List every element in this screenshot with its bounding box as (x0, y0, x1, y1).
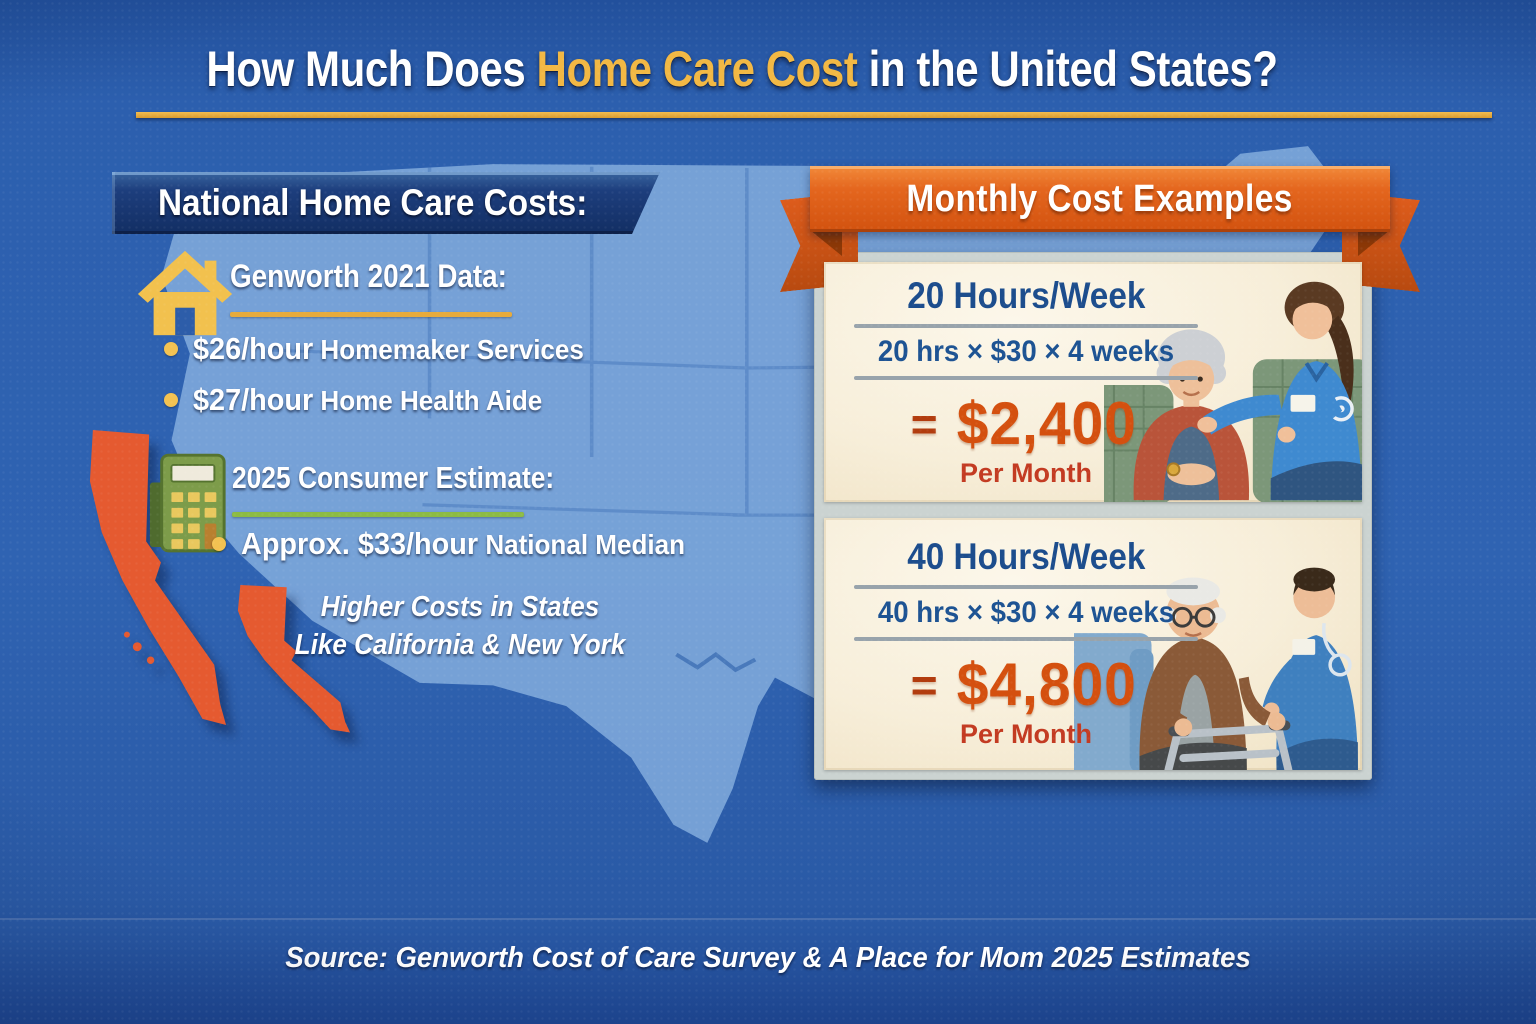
monthly-cost-ribbon: Monthly Cost Examples (780, 166, 1420, 306)
higher-costs-note: Higher Costs in States Like California &… (262, 588, 658, 665)
national-costs-banner: National Home Care Costs: (112, 172, 660, 234)
per-month-label: Per Month (960, 719, 1092, 749)
house-icon (137, 250, 233, 336)
california-shape-small (237, 585, 351, 733)
cost-card-20-hours: 20 Hours/Week 20 hrs × $30 × 4 weeks = $… (824, 262, 1362, 502)
rate-label: National Median (478, 529, 685, 560)
list-item: Approx. $33/hour National Median (212, 526, 718, 562)
equals-sign: = (910, 397, 938, 450)
bullet-text: $27/hour Home Health Aide (193, 382, 542, 418)
divider (854, 376, 1198, 380)
card-formula: 20 hrs × $30 × 4 weeks (877, 335, 1175, 368)
divider (854, 637, 1198, 641)
divider (854, 585, 1198, 589)
bullet-dot-icon (164, 342, 178, 356)
river-line (675, 651, 757, 673)
rate-value: $27/hour (193, 382, 314, 417)
consumer-heading-underline (232, 512, 524, 517)
card-text-column: 20 Hours/Week 20 hrs × $30 × 4 weeks = $… (838, 262, 1214, 502)
divider (854, 324, 1198, 328)
bullet-text: $26/hour Homemaker Services (193, 331, 584, 367)
elderly-woman-caregiver-illustration (1104, 281, 1362, 502)
bottom-band (0, 918, 1536, 1024)
california-shape-large (89, 430, 227, 725)
rate-value: Approx. $33/hour (241, 526, 479, 561)
card-result: = $2,400 (911, 389, 1141, 458)
note-line-1: Higher Costs in States (320, 591, 600, 623)
national-costs-banner-label: National Home Care Costs: (158, 182, 588, 223)
calculator-icon (149, 453, 226, 553)
bullet-dot-icon (212, 537, 226, 551)
note-line-2: Like California & New York (294, 629, 626, 662)
list-item: $27/hour Home Health Aide (164, 382, 613, 418)
card-result: = $4,800 (911, 650, 1141, 719)
genworth-heading: Genworth 2021 Data: (230, 258, 507, 294)
consumer-estimate-heading: 2025 Consumer Estimate: (232, 460, 555, 495)
monthly-amount: $4,800 (956, 651, 1137, 718)
title-highlight: Home Care Cost (536, 41, 858, 97)
genworth-bullet-list: $26/hour Homemaker Services $27/hour Hom… (164, 331, 613, 418)
rate-value: $26/hour (193, 331, 314, 366)
equals-sign: = (910, 658, 938, 711)
title-underline (136, 112, 1492, 118)
title-suffix: in the United States? (857, 41, 1278, 97)
genworth-heading-underline (230, 312, 512, 317)
title-prefix: How Much Does (206, 41, 537, 97)
monthly-amount: $2,400 (956, 390, 1137, 457)
bullet-dot-icon (164, 393, 178, 407)
consumer-bullet-list: Approx. $33/hour National Median (212, 526, 718, 562)
ribbon-bar: Monthly Cost Examples (810, 166, 1390, 232)
page-title: How Much Does Home Care Cost in the Unit… (97, 40, 1387, 98)
per-month-label: Per Month (960, 458, 1092, 488)
rate-label: Home Health Aide (313, 385, 543, 416)
card-heading: 20 Hours/Week (906, 275, 1146, 316)
card-formula: 40 hrs × $30 × 4 weeks (877, 596, 1175, 629)
source-attribution: Source: Genworth Cost of Care Survey & A… (285, 942, 1251, 974)
cost-card-40-hours: 40 Hours/Week 40 hrs × $30 × 4 weeks = $… (824, 518, 1362, 770)
bullet-text: Approx. $33/hour National Median (241, 526, 685, 562)
card-text-column: 40 Hours/Week 40 hrs × $30 × 4 weeks = $… (838, 518, 1214, 770)
monthly-cost-ribbon-label: Monthly Cost Examples (906, 177, 1294, 220)
rate-label: Homemaker Services (313, 334, 584, 365)
elderly-man-walker-caregiver-illustration (1074, 567, 1358, 770)
list-item: $26/hour Homemaker Services (164, 331, 613, 367)
card-heading: 40 Hours/Week (906, 536, 1146, 577)
